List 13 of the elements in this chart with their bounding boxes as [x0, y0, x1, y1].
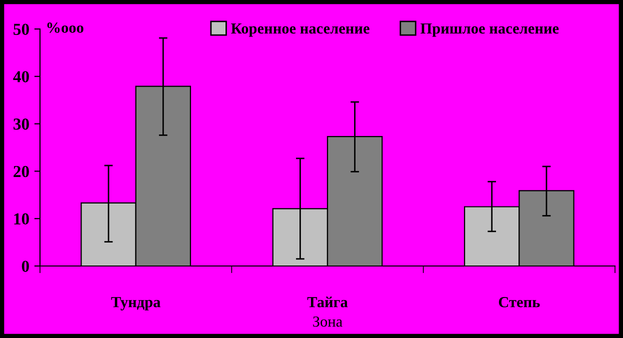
y-tick-label: 40: [13, 71, 29, 82]
y-axis-title: %ooo: [47, 22, 84, 33]
y-tick-label: 10: [14, 213, 29, 225]
x-tick-label: Тайга: [307, 296, 348, 308]
y-tick-label: 20: [14, 166, 29, 178]
legend-label: Пришлое население: [420, 23, 559, 37]
x-axis-title: Зона: [313, 316, 342, 327]
y-tick-label: 30: [14, 118, 29, 130]
x-tick-label: Тундра: [111, 297, 160, 310]
y-tick-label: 0: [22, 260, 29, 272]
y-tick-label: 50: [14, 24, 29, 35]
legend-label: Коренное население: [231, 23, 370, 37]
x-tick-label: Степь: [498, 297, 540, 308]
